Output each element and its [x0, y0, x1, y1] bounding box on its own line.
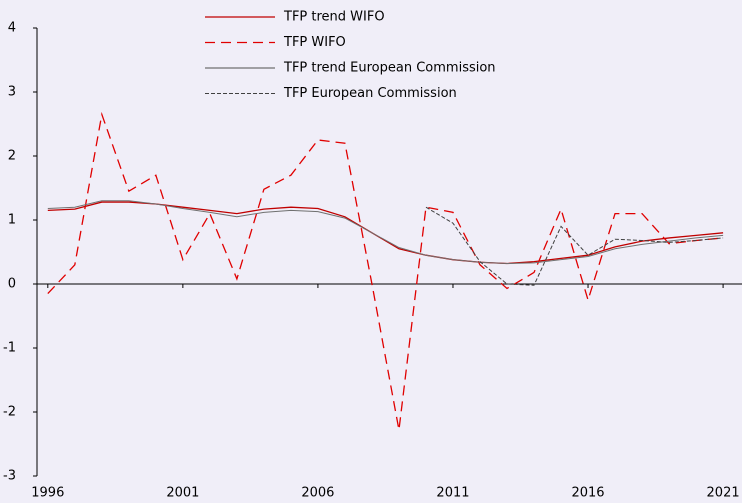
- x-tick-label: 2021: [707, 486, 740, 501]
- y-tick-label: 1: [8, 213, 16, 228]
- y-tick-label: 4: [8, 21, 16, 36]
- x-tick-label: 2001: [166, 486, 199, 501]
- series-line: [47, 201, 724, 265]
- series-line: [47, 200, 724, 265]
- y-tick-label: -1: [3, 341, 16, 356]
- legend-label: TFP WIFO: [283, 35, 346, 50]
- series-line: [47, 111, 724, 431]
- legend-label: TFP trend European Commission: [283, 61, 496, 76]
- y-tick-label: -3: [3, 469, 16, 484]
- y-tick-label: -2: [3, 405, 16, 420]
- y-tick-label: 2: [8, 149, 16, 164]
- legend-label: TFP European Commission: [283, 86, 457, 101]
- y-tick-label: 3: [8, 85, 16, 100]
- legend-label: TFP trend WIFO: [283, 10, 385, 25]
- x-tick-label: 2011: [436, 486, 469, 501]
- x-tick-label: 2006: [301, 486, 334, 501]
- x-tick-label: 2016: [571, 486, 604, 501]
- series-line: [425, 206, 724, 286]
- x-tick-label: 1996: [31, 486, 64, 501]
- y-tick-label: 0: [8, 277, 16, 292]
